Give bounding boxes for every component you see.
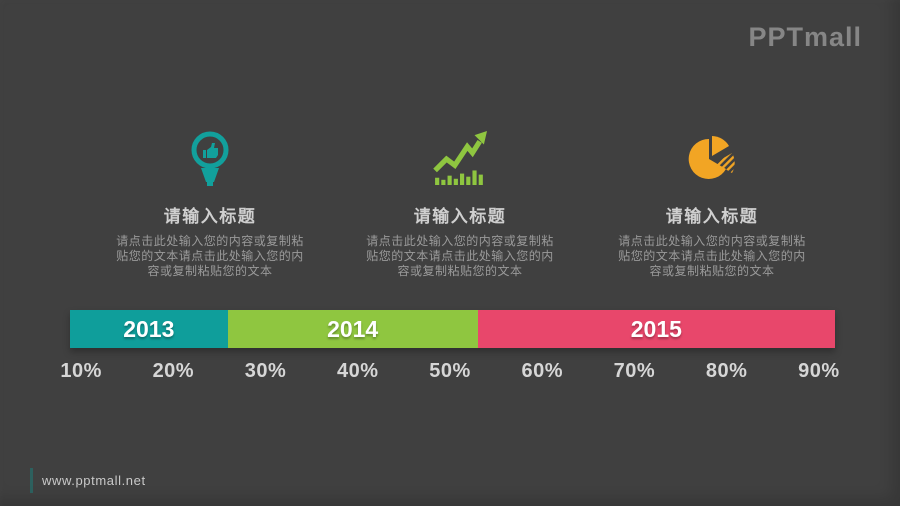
placeholder-body-text: 请点击此处输入您的内容或复制粘贴您的文本请点击此处输入您的内容或复制粘贴您的文本 — [116, 234, 304, 278]
footer-accent-line — [30, 468, 33, 493]
footer: www.pptmall.net — [30, 468, 146, 493]
tick-label: 90% — [798, 360, 840, 382]
idea-lightbulb-icon — [80, 126, 340, 190]
placeholder-title: 请输入标题 — [163, 207, 257, 226]
tick-label: 40% — [337, 360, 379, 382]
placeholder-body-text: 请点击此处输入您的内容或复制粘贴您的文本请点击此处输入您的内容或复制粘贴您的文本 — [618, 234, 806, 278]
tick-label: 80% — [705, 360, 748, 382]
placeholder-title: 请输入标题 — [413, 207, 507, 226]
tick-label: 50% — [429, 360, 471, 382]
exploded-pie-chart-icon — [582, 126, 842, 190]
growth-bar-chart-icon — [330, 126, 590, 190]
timeline-bar: 2013 2014 2015 — [70, 310, 835, 348]
content-block-2: 请输入标题 请点击此处输入您的内容或复制粘贴您的文本请点击此处输入您的内容或复制… — [330, 126, 590, 279]
tick-label: 20% — [152, 360, 195, 382]
tick-label: 30% — [244, 360, 287, 382]
year-label: 2014 — [327, 315, 379, 342]
content-block-3: 请输入标题 请点击此处输入您的内容或复制粘贴您的文本请点击此处输入您的内容或复制… — [582, 126, 842, 279]
tick-label: 70% — [613, 360, 656, 382]
year-label: 2015 — [630, 315, 682, 342]
pptmall-logo: PPTmall — [748, 22, 862, 52]
percentage-axis: 10% 20% 30% 40% 50% 60% 70% 80% 90% — [35, 360, 865, 383]
year-label: 2013 — [123, 315, 175, 342]
footer-url: www.pptmall.net — [42, 473, 146, 488]
tick-label: 10% — [60, 360, 102, 382]
tick-label: 60% — [521, 360, 563, 382]
placeholder-title: 请输入标题 — [665, 207, 759, 226]
timeline-segment-2014: 2014 — [227, 310, 478, 348]
content-block-1: 请输入标题 请点击此处输入您的内容或复制粘贴您的文本请点击此处输入您的内容或复制… — [80, 126, 340, 279]
timeline-segment-2013: 2013 — [70, 310, 228, 348]
placeholder-body-text: 请点击此处输入您的内容或复制粘贴您的文本请点击此处输入您的内容或复制粘贴您的文本 — [366, 234, 554, 278]
timeline-segment-2015: 2015 — [477, 310, 835, 348]
